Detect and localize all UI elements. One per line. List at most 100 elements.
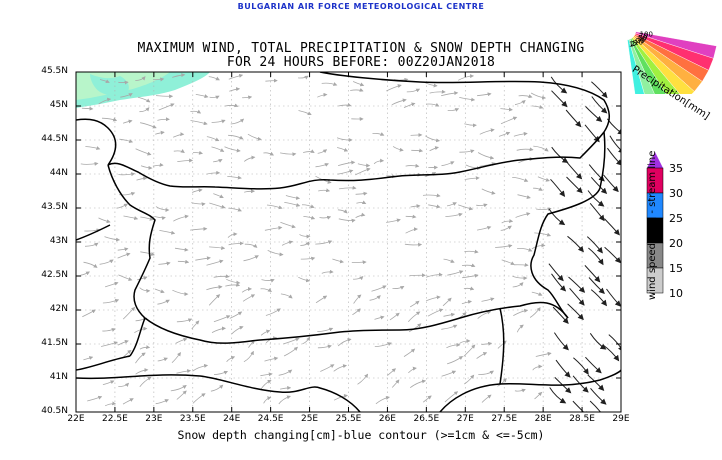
wind-arrow bbox=[495, 244, 513, 249]
wind-arrow bbox=[318, 188, 331, 193]
wind-arrow bbox=[481, 394, 492, 403]
wind-arrow bbox=[177, 158, 194, 163]
wind-arrow bbox=[140, 251, 155, 256]
wind-arrow bbox=[301, 204, 315, 209]
wind-arrow bbox=[444, 391, 459, 403]
longitude-label: 22E bbox=[67, 414, 85, 424]
wind-arrow bbox=[588, 277, 605, 294]
wind-arrow bbox=[102, 328, 116, 332]
wind-arrow bbox=[409, 300, 420, 308]
wind-arrow bbox=[209, 245, 226, 250]
wind-arrow bbox=[446, 342, 461, 349]
wind-arrow bbox=[243, 155, 256, 162]
wind-arrow bbox=[441, 370, 457, 377]
wind-arrow bbox=[464, 249, 479, 254]
wind-arrow bbox=[355, 167, 371, 176]
wind-arrow bbox=[119, 138, 134, 143]
wind-arrow bbox=[315, 163, 329, 168]
wind-legend-label: 15 bbox=[669, 262, 683, 275]
wind-arrow bbox=[591, 81, 608, 99]
wind-arrow bbox=[462, 273, 479, 279]
wind-arrow bbox=[321, 82, 338, 86]
wind-arrow bbox=[551, 146, 569, 164]
wind-arrow bbox=[461, 299, 472, 305]
wind-arrow bbox=[371, 285, 387, 292]
wind-arrow bbox=[206, 136, 220, 142]
wind-arrow bbox=[213, 315, 231, 323]
wind-arrow bbox=[551, 273, 567, 292]
wind-arrow bbox=[173, 149, 185, 153]
wind-arrow bbox=[319, 215, 332, 220]
longitude-label: 22.5E bbox=[102, 414, 128, 424]
wind-arrow bbox=[85, 146, 101, 150]
wind-arrow bbox=[192, 363, 209, 372]
wind-arrow bbox=[280, 221, 296, 229]
wind-arrow bbox=[408, 323, 422, 333]
wind-arrow bbox=[441, 161, 455, 167]
wind-arrow bbox=[463, 286, 475, 291]
wind-arrow bbox=[99, 79, 110, 83]
wind-arrow bbox=[514, 388, 526, 393]
wind-arrow bbox=[264, 225, 283, 231]
precip-legend-label: 10 bbox=[634, 38, 643, 46]
wind-arrow bbox=[409, 379, 427, 389]
wind-arrow bbox=[391, 379, 400, 388]
wind-arrow bbox=[516, 147, 534, 152]
wind-arrow bbox=[300, 256, 316, 261]
wind-arrow bbox=[446, 356, 464, 365]
wind-arrow bbox=[410, 204, 421, 209]
wind-arrow bbox=[227, 232, 238, 238]
wind-arrow bbox=[158, 261, 171, 266]
wind-arrow bbox=[158, 103, 175, 111]
longitude-label: 28.5E bbox=[569, 414, 595, 424]
longitude-label: 23.5E bbox=[179, 414, 206, 424]
wind-arrow bbox=[247, 133, 262, 141]
wind-arrow bbox=[501, 218, 514, 224]
wind-arrow bbox=[155, 399, 169, 405]
wind-legend-title: wind speed[m/s] - stream line bbox=[647, 150, 658, 300]
wind-arrow bbox=[244, 243, 258, 248]
wind-arrow bbox=[157, 357, 168, 362]
wind-arrow bbox=[585, 106, 603, 123]
wind-arrow bbox=[440, 91, 459, 97]
wind-arrow bbox=[463, 374, 475, 385]
wind-arrow bbox=[551, 90, 568, 108]
wind-arrow bbox=[300, 241, 310, 246]
longitude-label: 25E bbox=[300, 414, 319, 424]
wind-arrow bbox=[87, 395, 103, 402]
wind-arrow bbox=[567, 303, 584, 321]
wind-arrow bbox=[224, 146, 241, 153]
wind-arrow bbox=[464, 176, 480, 181]
wind-arrow bbox=[411, 148, 424, 153]
wind-arrow bbox=[589, 202, 605, 222]
latitude-label: 45.5N bbox=[41, 66, 68, 76]
wind-arrow bbox=[512, 177, 529, 182]
wind-arrow bbox=[281, 240, 294, 246]
wind-arrow bbox=[406, 88, 421, 93]
wind-arrow bbox=[386, 218, 401, 223]
wind-arrow bbox=[260, 379, 272, 390]
wind-speed-legend: 35 30 25 20 15 10 bbox=[646, 152, 683, 300]
wind-arrow bbox=[191, 202, 206, 207]
latitude-label: 41.5N bbox=[41, 338, 68, 348]
wind-arrow bbox=[590, 387, 607, 405]
wind-legend-title-wrap: wind speed[m/s] - stream line bbox=[640, 151, 659, 300]
wind-arrow bbox=[228, 73, 244, 80]
wind-arrow bbox=[459, 97, 476, 102]
wind-arrow bbox=[123, 215, 139, 220]
wind-arrow bbox=[317, 344, 332, 349]
wind-arrow bbox=[481, 297, 495, 302]
wind-arrow bbox=[500, 225, 512, 231]
wind-arrow bbox=[81, 106, 94, 111]
wind-arrow bbox=[192, 188, 203, 193]
wind-arrow bbox=[206, 284, 223, 291]
wind-arrow bbox=[514, 99, 526, 106]
wind-arrow bbox=[531, 291, 543, 296]
wind-arrow bbox=[516, 324, 524, 333]
wind-arrow bbox=[206, 259, 224, 266]
wind-arrow bbox=[228, 241, 244, 246]
wind-arrow bbox=[553, 332, 569, 351]
wind-arrow bbox=[139, 376, 152, 388]
wind-arrow bbox=[369, 295, 381, 301]
